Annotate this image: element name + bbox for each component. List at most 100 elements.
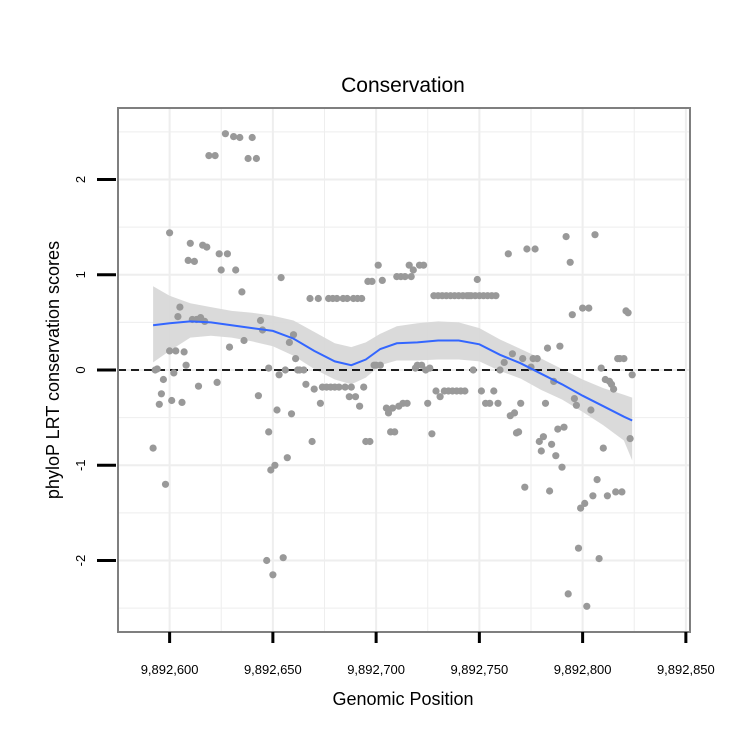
data-point	[566, 258, 574, 266]
data-point	[517, 399, 525, 407]
data-point	[572, 401, 581, 409]
data-point	[178, 398, 186, 406]
data-point	[541, 399, 550, 407]
data-point	[519, 355, 527, 363]
data-point	[628, 371, 636, 379]
data-point	[391, 428, 399, 436]
data-point	[537, 447, 545, 455]
data-point	[548, 440, 556, 448]
data-point	[581, 499, 589, 507]
data-point	[533, 355, 541, 363]
data-points	[149, 130, 636, 610]
data-point	[574, 544, 583, 552]
data-point	[203, 243, 211, 251]
data-point	[504, 250, 512, 258]
data-point	[316, 399, 324, 407]
data-point	[521, 483, 529, 491]
data-point	[254, 392, 262, 400]
data-point	[610, 385, 618, 393]
data-point	[182, 361, 190, 369]
data-point	[194, 382, 203, 390]
data-point	[389, 404, 397, 412]
data-point	[428, 430, 436, 438]
data-point	[236, 133, 244, 142]
data-point	[221, 130, 229, 138]
y-tick-label: 0	[73, 366, 88, 373]
data-point	[263, 556, 271, 565]
x-tick-label: 9,892,850	[657, 662, 715, 677]
data-point	[230, 133, 238, 141]
data-point	[461, 387, 469, 395]
data-point	[620, 355, 628, 363]
data-point	[215, 250, 223, 258]
data-point	[469, 366, 477, 374]
data-point	[279, 554, 287, 562]
data-point	[486, 399, 494, 407]
data-point	[343, 294, 351, 303]
data-point	[302, 380, 310, 388]
data-point	[248, 133, 256, 142]
data-point	[496, 366, 504, 374]
data-point	[420, 261, 428, 269]
data-point	[473, 275, 481, 284]
data-point	[360, 383, 368, 391]
data-point	[168, 396, 176, 405]
data-point	[552, 452, 560, 460]
data-point	[256, 316, 265, 325]
data-point	[494, 399, 502, 407]
data-point	[285, 338, 293, 346]
data-point	[368, 277, 376, 285]
smooth-line-layer	[152, 320, 633, 422]
data-point	[568, 311, 576, 319]
y-tick-label: 2	[73, 176, 88, 183]
data-point	[149, 444, 157, 452]
data-point	[174, 313, 182, 321]
data-point	[560, 423, 568, 431]
data-point	[583, 602, 591, 610]
data-point	[289, 331, 298, 339]
data-point	[579, 304, 587, 312]
data-point	[176, 303, 184, 311]
data-point	[510, 409, 519, 417]
data-point	[275, 371, 283, 379]
data-point	[155, 400, 163, 408]
data-point	[205, 152, 213, 160]
data-point	[180, 348, 188, 356]
data-point	[166, 347, 174, 355]
data-point	[587, 406, 595, 414]
data-point	[366, 437, 374, 446]
data-point	[432, 387, 440, 395]
data-point	[593, 476, 601, 484]
data-point	[477, 387, 485, 395]
data-point	[244, 154, 252, 163]
data-point	[500, 358, 508, 366]
data-point	[172, 347, 180, 355]
data-point	[308, 437, 316, 446]
data-point	[424, 399, 432, 407]
data-point	[531, 245, 539, 253]
data-point	[384, 409, 393, 417]
data-point	[159, 375, 167, 384]
data-point	[358, 294, 366, 303]
x-tick-label: 9,892,800	[554, 662, 612, 677]
data-point	[515, 428, 523, 436]
data-point	[539, 433, 548, 441]
data-point	[577, 504, 585, 512]
data-point	[314, 294, 322, 303]
data-point	[170, 369, 178, 377]
data-point	[407, 273, 415, 281]
x-tick-label: 9,892,600	[141, 662, 199, 677]
data-point	[405, 261, 413, 269]
data-point	[225, 343, 234, 351]
data-point	[273, 406, 281, 414]
data-point	[378, 276, 386, 284]
data-point	[238, 288, 246, 296]
y-tick-label: -1	[73, 459, 88, 471]
data-point	[265, 428, 273, 436]
data-point	[335, 383, 343, 391]
grid	[117, 108, 690, 632]
data-point	[217, 266, 225, 274]
data-point	[490, 387, 498, 395]
